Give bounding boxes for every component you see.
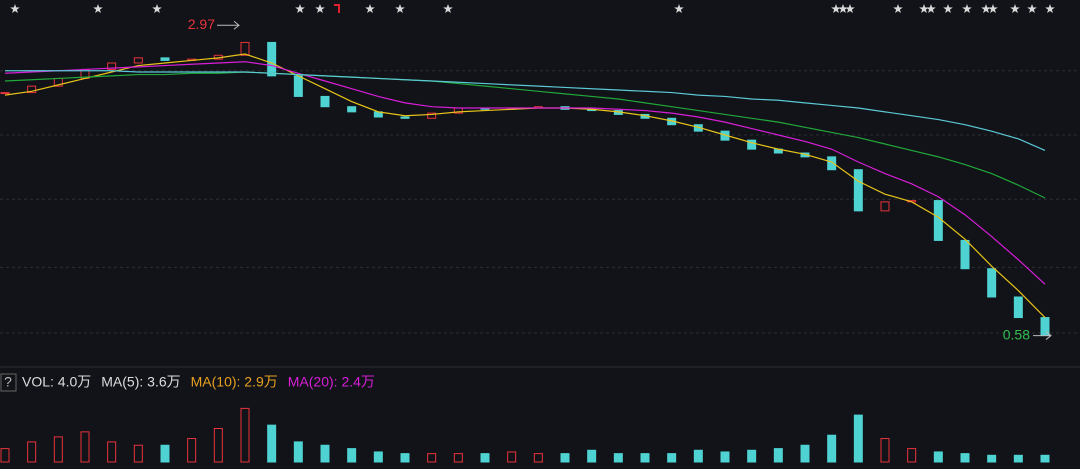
volume-bar (320, 444, 330, 463)
max-price-label: 2.97 (188, 16, 215, 32)
volume-bar (587, 449, 597, 463)
candle (987, 268, 997, 298)
volume-bar (773, 448, 783, 463)
candle (293, 75, 303, 97)
ma-line (4, 71, 1046, 199)
volume-bar (1040, 454, 1050, 463)
candle (160, 57, 170, 61)
volume-bar (960, 453, 970, 463)
volume-bar (800, 444, 810, 463)
flag (334, 4, 340, 13)
candle (427, 112, 437, 119)
volume-bar (427, 453, 437, 463)
volume-bar (107, 441, 117, 463)
volume-bar (987, 454, 997, 463)
ma-line (4, 53, 1046, 318)
ma-line (5, 70, 1046, 151)
candle (133, 57, 143, 64)
help-box[interactable] (0, 373, 17, 392)
volume-bar (80, 431, 90, 463)
volume-bar (533, 453, 543, 463)
volume-bar (133, 444, 143, 463)
max-arrow (217, 20, 240, 30)
volume-bar (347, 448, 357, 463)
candle (267, 41, 277, 77)
volume-bar (480, 453, 490, 463)
volume-bar (187, 438, 197, 463)
volume-bar (400, 453, 410, 463)
volume-bar (53, 436, 63, 463)
help-icon[interactable]: ? (4, 374, 12, 390)
candle (960, 239, 970, 270)
candle (827, 156, 837, 171)
event-stars (10, 4, 1055, 13)
legend-entry: MA(5): 3.6万 (101, 374, 180, 390)
candle (853, 169, 863, 212)
legend-entry: VOL: 4.0万 (22, 374, 91, 390)
volume-bar (720, 451, 730, 463)
volume-bar (853, 414, 863, 463)
candle (27, 85, 37, 94)
min-price-label: 0.58 (1003, 326, 1030, 342)
volume-bar (453, 453, 463, 463)
volume-bar (907, 448, 917, 463)
volume-bar (640, 453, 650, 463)
volume-bar (27, 441, 37, 463)
min-arrow (1033, 331, 1052, 340)
volume-bar (613, 453, 623, 463)
volume-bar (693, 449, 703, 463)
candle (320, 95, 330, 108)
volume-bar (747, 449, 757, 463)
candle (107, 62, 117, 70)
volume-bar (880, 438, 890, 463)
volume-bar (267, 424, 277, 463)
legend-entry: MA(20): 2.4万 (288, 374, 375, 390)
candle (347, 106, 357, 113)
volume-bar (560, 453, 570, 463)
candle (400, 116, 410, 119)
volume-bar (507, 451, 517, 463)
volume-bar (160, 444, 170, 463)
legend-entry: MA(10): 2.9万 (191, 374, 278, 390)
volume-bar (0, 448, 10, 463)
volume-bar (827, 434, 837, 463)
ma-line (4, 61, 1046, 285)
volume-bar (1013, 454, 1023, 463)
candle (747, 139, 757, 150)
candle (240, 41, 250, 56)
candle (0, 92, 10, 95)
volume-bar (240, 407, 250, 463)
candle (933, 200, 943, 241)
candle (880, 201, 890, 212)
candle (1013, 296, 1023, 319)
volume-bar (667, 453, 677, 463)
volume-bar (373, 451, 383, 463)
volume-bar (293, 441, 303, 463)
volume-bar (933, 451, 943, 463)
volume-bar (213, 428, 223, 463)
